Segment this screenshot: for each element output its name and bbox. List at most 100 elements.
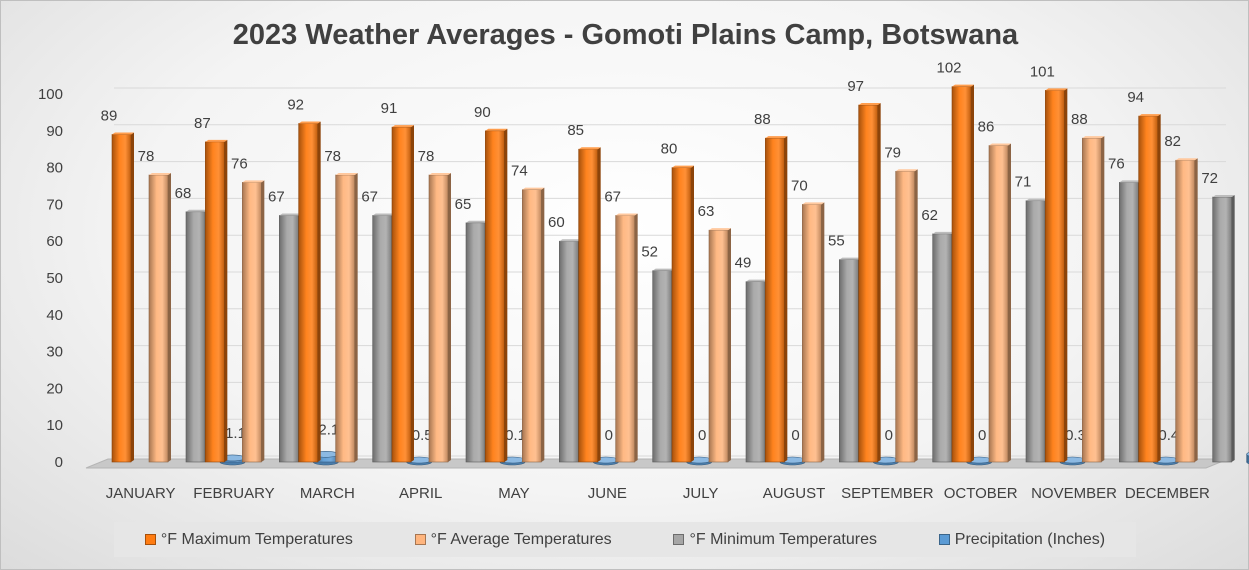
legend-item-precip: Precipitation (Inches) [938,530,1106,549]
data-label-avg: 78 [418,148,435,165]
bar-avg-march [335,172,358,463]
y-tick-label: 70 [46,196,63,213]
data-label-precip: 0 [791,427,799,444]
y-tick-label: 90 [46,123,63,140]
data-label-max: 92 [287,96,304,113]
legend-swatch [673,534,685,545]
legend-swatch [414,534,426,545]
bar-avg-october [988,143,1011,463]
x-tick-label: JANUARY [106,485,176,502]
bar-avg-june [615,213,638,463]
bar-max-july [671,165,694,463]
data-label-avg: 74 [511,163,528,180]
bar-min-january [185,209,208,463]
bar-min-july [745,279,768,463]
x-tick-label: MARCH [300,485,355,502]
data-label-max: 101 [1030,63,1055,80]
data-label-precip: 0.1 [505,427,526,444]
bar-avg-april [428,172,451,463]
bar-max-august [765,136,788,463]
y-tick-label: 80 [46,160,63,177]
data-label-max: 85 [567,122,584,139]
data-label-precip: 2.1 [318,421,339,438]
data-label-avg: 78 [324,148,341,165]
y-tick-label: 50 [46,270,63,287]
chart-title: 2023 Weather Averages - Gomoti Plains Ca… [232,19,1019,51]
data-label-precip: 0 [605,427,613,444]
bar-max-january [111,132,134,463]
data-label-avg: 76 [231,155,248,172]
data-label-avg: 63 [698,203,715,220]
data-label-min: 52 [641,244,658,261]
plot-area: 01020304050607080901008978681.1JANUARY87… [38,60,1249,502]
data-label-max: 80 [661,141,678,158]
bar-max-november [1045,88,1068,463]
legend-swatch [938,534,950,545]
data-label-min: 62 [921,207,938,224]
data-label-min: 72 [1201,170,1218,187]
data-label-max: 97 [847,78,864,95]
data-label-min: 71 [1015,174,1032,191]
data-label-min: 65 [455,196,472,213]
bar-min-february [279,213,302,463]
data-label-min: 55 [828,233,845,250]
data-label-avg: 88 [1071,111,1088,128]
bar-avg-february [242,180,265,463]
bar-min-august [839,257,862,463]
bar-min-october [1025,198,1048,463]
x-tick-label: JUNE [588,485,627,502]
y-tick-label: 10 [46,417,63,434]
bar-avg-january [148,172,171,463]
data-label-max: 88 [754,111,771,128]
y-tick-label: 100 [38,86,63,103]
legend-item-max: °F Maximum Temperatures [144,531,353,549]
bar-max-october [951,84,974,463]
legend-item-avg: °F Average Temperatures [414,530,612,549]
bar-avg-november [1082,136,1105,463]
data-label-max: 90 [474,104,491,121]
bar-min-june [652,268,675,463]
data-label-avg: 86 [978,119,995,136]
bar-max-february [205,139,228,463]
bar-avg-august [802,202,825,463]
bar-max-september [858,103,881,463]
data-label-avg: 78 [138,148,155,165]
legend-label: Precipitation (Inches) [954,530,1106,548]
data-label-precip: 0 [885,427,893,444]
data-label-precip: 0 [978,427,986,444]
data-label-max: 102 [936,60,961,77]
data-label-min: 60 [548,214,565,231]
bar-avg-may [522,187,545,463]
data-label-max: 87 [194,115,211,132]
data-label-avg: 79 [884,144,901,161]
data-label-min: 67 [361,188,378,205]
bar-precip-december [1246,452,1249,465]
bar-min-may [559,239,582,463]
bar-avg-december [1175,158,1198,463]
data-label-min: 76 [1108,155,1125,172]
data-label-precip: 1.1 [225,425,246,442]
bar-avg-september [895,169,918,463]
y-tick-label: 60 [46,233,63,250]
x-tick-label: MAY [498,485,529,502]
x-tick-label: JULY [683,485,719,502]
x-tick-label: FEBRUARY [193,485,274,502]
legend: °F Maximum Temperatures °F Average Temper… [114,522,1136,557]
data-label-max: 89 [101,107,118,124]
x-tick-label: SEPTEMBER [841,485,934,502]
data-label-max: 91 [381,100,398,117]
legend-swatch [144,534,156,545]
bar-max-may [485,128,508,463]
bar-max-april [391,125,414,463]
legend-label: °F Minimum Temperatures [689,530,877,548]
data-label-min: 68 [175,185,192,202]
data-label-avg: 67 [604,188,621,205]
x-tick-label: OCTOBER [944,485,1018,502]
legend-label: °F Average Temperatures [430,530,612,548]
x-tick-label: NOVEMBER [1031,485,1117,502]
data-label-avg: 82 [1164,133,1181,150]
data-label-min: 49 [735,255,752,272]
data-label-max: 94 [1127,89,1144,106]
x-tick-label: AUGUST [763,485,826,502]
